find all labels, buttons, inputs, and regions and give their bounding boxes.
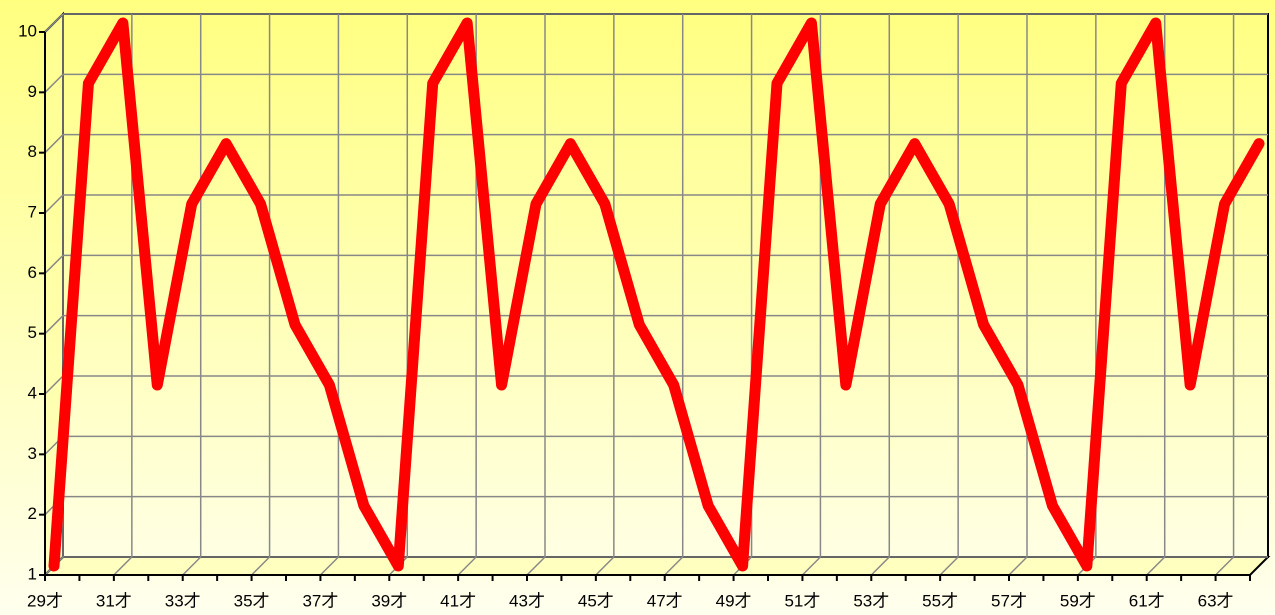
grid-line: [801, 14, 822, 576]
grid-line: [1146, 14, 1166, 576]
y-tick-label: 3: [28, 444, 37, 463]
y-tick-label: 5: [28, 323, 37, 342]
grid-line: [251, 14, 271, 576]
x-tick-label: 39才: [371, 591, 407, 610]
x-tick-label: 57才: [991, 591, 1027, 610]
y-tick-label: 2: [28, 504, 37, 523]
x-tick-label: 41才: [440, 591, 476, 610]
y-tick-label: 9: [28, 82, 37, 101]
x-tick-label: 31才: [96, 591, 132, 610]
x-tick-label: 45才: [578, 591, 614, 610]
grid-line: [1008, 14, 1028, 576]
x-tick-label: 59才: [1060, 591, 1096, 610]
y-tick-label: 7: [28, 202, 37, 221]
grid-line: [319, 14, 340, 576]
x-tick-label: 55才: [922, 591, 958, 610]
x-tick-label: 35才: [234, 591, 270, 610]
y-tick-label: 8: [28, 142, 37, 161]
x-tick-label: 47才: [647, 591, 683, 610]
y-tick-label: 4: [28, 383, 37, 402]
grid-line: [939, 14, 959, 576]
grid-line: [595, 14, 615, 576]
x-tick-label: 49才: [716, 591, 752, 610]
y-tick-label: 10: [18, 21, 37, 40]
grid-line: [664, 14, 684, 576]
x-tick-label: 53才: [853, 591, 889, 610]
x-tick-label: 61才: [1129, 591, 1165, 610]
grid-line: [113, 14, 133, 576]
x-tick-label: 51才: [784, 591, 820, 610]
x-tick-label: 37才: [302, 591, 338, 610]
line-series: [48, 17, 1265, 572]
y-tick-label: 1: [28, 564, 37, 583]
x-tick-label: 33才: [165, 591, 201, 610]
x-tick-label: 63才: [1198, 591, 1234, 610]
y-tick-label: 6: [28, 263, 37, 282]
grid-line: [457, 14, 477, 576]
x-tick-label: 43才: [509, 591, 545, 610]
x-tick-label: 29才: [27, 591, 63, 610]
